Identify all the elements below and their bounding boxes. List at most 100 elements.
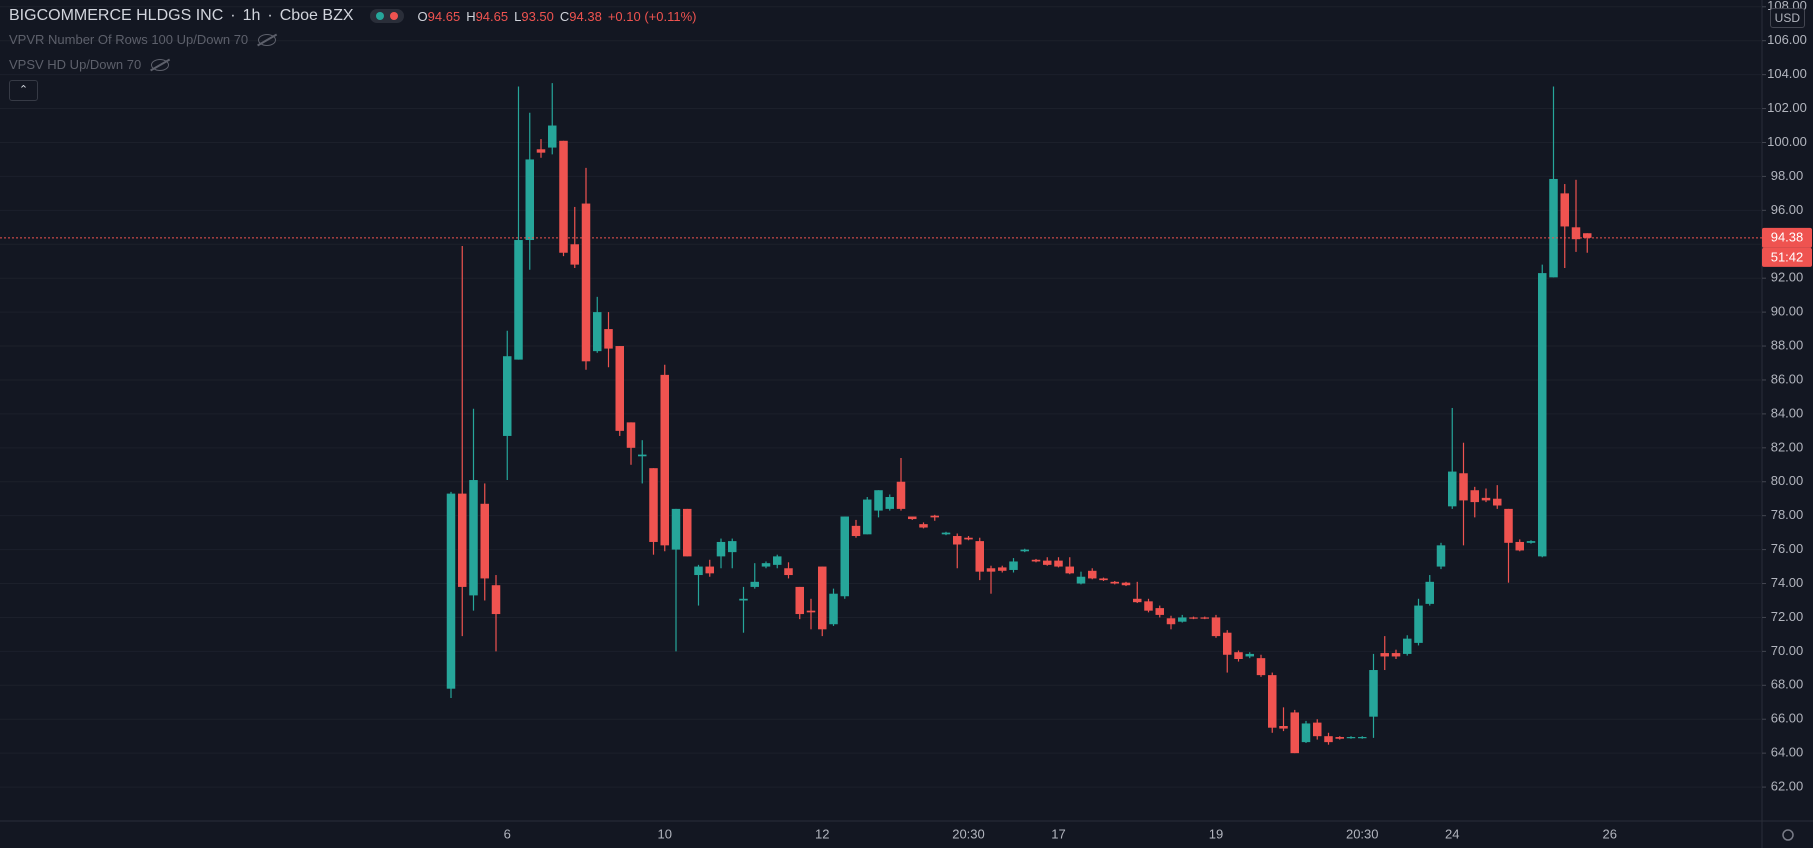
interval[interactable]: 1h [242, 7, 261, 24]
candle-body [1493, 498, 1502, 506]
candle-body [660, 374, 669, 546]
currency[interactable]: USD [1769, 8, 1805, 28]
candle-body [1358, 737, 1367, 739]
candle-body [863, 499, 872, 535]
x-tick-label: 19 [1209, 826, 1223, 841]
candle-body [581, 203, 591, 362]
candle-body [1043, 560, 1052, 565]
status-dot [389, 12, 398, 20]
indicator-label: VPSV HD Up/Down 70 [9, 57, 142, 72]
legend-item: H94.65 [466, 9, 508, 24]
candle-body [998, 567, 1007, 571]
y-tick-label: 90.00 [1771, 304, 1804, 319]
status-dot [375, 12, 384, 20]
candle-body [671, 508, 681, 550]
candle-body [1009, 561, 1018, 570]
y-tick-label: 78.00 [1771, 507, 1804, 522]
candle-body [469, 480, 478, 596]
y-tick-label: 88.00 [1771, 337, 1804, 352]
y-tick-label: 74.00 [1771, 575, 1804, 590]
candles [446, 83, 1592, 754]
candle-body [1436, 545, 1446, 567]
candle-body [1560, 193, 1569, 227]
candle-body [829, 593, 838, 625]
legend-value: 94.65 [427, 8, 461, 24]
candle-body [1279, 726, 1288, 729]
legend-label: L [514, 8, 522, 24]
y-tick-label: 62.00 [1771, 779, 1804, 794]
candle-body [1088, 570, 1097, 579]
y-tick-label: 82.00 [1771, 439, 1804, 454]
collapse-button[interactable]: ⌃ [9, 80, 38, 101]
y-tick-label: 80.00 [1771, 473, 1804, 488]
candle-body [874, 490, 883, 511]
candle-body [1526, 541, 1536, 543]
candle-body [626, 422, 636, 448]
y-tick-label: 100.00 [1767, 134, 1807, 149]
overlay: 94.38 51:42 [0, 227, 1812, 267]
candle-body [1099, 578, 1108, 581]
candle-body [1031, 559, 1041, 562]
candle-body [1313, 722, 1322, 737]
candle-body [491, 585, 501, 615]
candle-body [941, 532, 951, 535]
candle-body [1054, 560, 1063, 567]
candle-body [503, 356, 512, 436]
x-tick-label: 26 [1603, 826, 1617, 841]
candle-body [604, 329, 613, 349]
separator [223, 7, 242, 25]
candle-body [1391, 653, 1401, 657]
candle-body [986, 568, 996, 572]
candle-body [885, 497, 894, 509]
indicator-row[interactable]: VPSV HD Up/Down 70 [9, 57, 170, 72]
candle-body [1301, 723, 1311, 743]
candle-body [919, 524, 928, 528]
candle-body [1256, 658, 1266, 676]
candle-body [716, 541, 726, 557]
y-tick-label: 76.00 [1771, 541, 1804, 556]
candle-body [1414, 605, 1423, 643]
candle-body [896, 481, 906, 509]
candle-body [1211, 617, 1221, 637]
candle-body [1380, 653, 1389, 657]
candle-body [525, 159, 534, 241]
legend-item: C94.38 [560, 9, 602, 24]
candle-body [615, 346, 624, 431]
candle-body [1504, 508, 1513, 543]
candle-body [480, 503, 489, 579]
symbol-title[interactable]: BIGCOMMERCE HLDGS INC [9, 7, 224, 24]
status-toggle[interactable] [369, 9, 404, 23]
settings-icon[interactable] [1782, 829, 1794, 841]
legend-value: 94.38 [569, 8, 602, 24]
candle-body [1121, 582, 1131, 586]
candle-body [806, 610, 816, 613]
y-tick-label: 86.00 [1771, 371, 1804, 386]
x-tick-label: 20:30 [1346, 826, 1379, 841]
candle-body [1144, 601, 1153, 611]
legend-item: O94.65 [418, 9, 461, 24]
countdown-box [1762, 247, 1812, 267]
y-tick-label: 66.00 [1771, 711, 1804, 726]
hide-icon[interactable] [258, 33, 277, 46]
candle-body [1583, 233, 1592, 238]
change: +0.10 (+0.11%) [607, 8, 697, 24]
y-tick-label: 96.00 [1771, 202, 1804, 217]
hide-icon[interactable] [151, 58, 170, 71]
candle-body [1324, 736, 1333, 743]
candle-body [649, 468, 658, 542]
candle-body [1549, 178, 1558, 278]
x-tick-label: 12 [815, 826, 829, 841]
x-tick-label: 17 [1051, 826, 1065, 841]
header: BIGCOMMERCE HLDGS INC 1h Cboe BZX O94.65… [9, 7, 697, 25]
candle-body [1200, 617, 1209, 619]
candle-body [818, 566, 827, 630]
candle-body [1459, 473, 1468, 501]
x-tick-label: 24 [1445, 826, 1459, 841]
x-tick-label: 6 [504, 826, 511, 841]
candle-body [1133, 598, 1142, 603]
candle-body [446, 493, 456, 689]
last-price-box [1762, 227, 1812, 248]
indicator-row[interactable]: VPVR Number Of Rows 100 Up/Down 70 [9, 32, 277, 47]
